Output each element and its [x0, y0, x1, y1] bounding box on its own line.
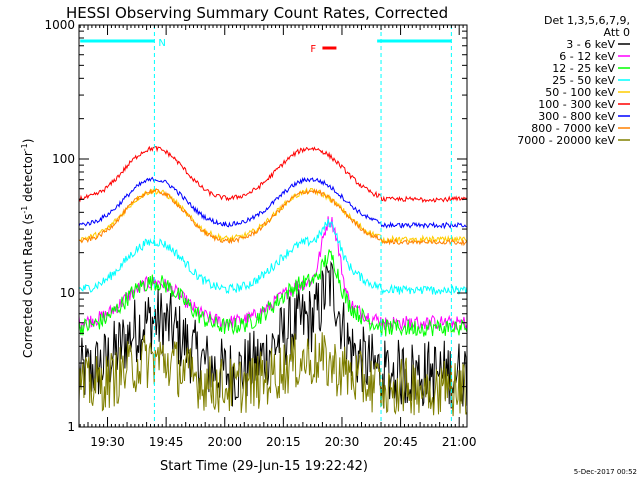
- legend-entry: 300 - 800 keV: [538, 110, 615, 123]
- series-line: [79, 332, 467, 417]
- x-tick-label: 21:00: [442, 435, 477, 449]
- night-label: N: [158, 38, 165, 49]
- legend-entry: 6 - 12 keV: [559, 50, 615, 63]
- legend-entry: 7000 - 20000 keV: [517, 134, 615, 147]
- legend-entry: 100 - 300 keV: [538, 98, 615, 111]
- legend-header-line-2: Att 0: [604, 26, 630, 39]
- series-line: [79, 249, 467, 337]
- y-tick-label: 100: [52, 152, 75, 166]
- y-tick-label: 1000: [44, 18, 75, 32]
- legend-entry: 3 - 6 keV: [566, 38, 615, 51]
- timestamp: 5-Dec-2017 00:52: [574, 468, 637, 476]
- x-axis-label: Start Time (29-Jun-15 19:22:42): [160, 459, 368, 474]
- plot-area: [79, 145, 467, 417]
- y-tick-label: 10: [60, 286, 75, 300]
- chart-title: HESSI Observing Summary Count Rates, Cor…: [66, 4, 448, 22]
- series-line: [79, 260, 467, 409]
- observing-annotations: NF: [80, 25, 452, 427]
- x-tick-label: 20:30: [325, 435, 360, 449]
- legend-entry: 25 - 50 keV: [552, 74, 615, 87]
- x-tick-label: 20:15: [266, 435, 301, 449]
- series-line: [79, 219, 467, 296]
- x-tick-label: 20:00: [207, 435, 242, 449]
- x-tick-label: 19:45: [149, 435, 184, 449]
- y-axis: 1 10 100 1000: [44, 18, 467, 434]
- legend-entry: 800 - 7000 keV: [531, 122, 615, 135]
- series-line: [79, 188, 467, 247]
- x-tick-label: 20:45: [383, 435, 418, 449]
- series-line: [79, 176, 467, 230]
- y-axis-label: Corrected Count Rate (s-1 detector-1): [20, 139, 35, 358]
- legend-header-line-1: Det 1,3,5,6,7,9,: [544, 14, 630, 27]
- legend-entry: 50 - 100 keV: [545, 86, 615, 99]
- x-axis: 19:30 19:45 20:00 20:15 20:30 20:45 21:00: [79, 25, 477, 449]
- series-line: [79, 187, 467, 245]
- series-line: [79, 145, 467, 203]
- plot-frame: [78, 24, 468, 428]
- legend-entry: 12 - 25 keV: [552, 62, 615, 75]
- y-tick-label: 1: [67, 420, 75, 434]
- x-tick-label: 19:30: [90, 435, 125, 449]
- flare-label: F: [310, 44, 316, 55]
